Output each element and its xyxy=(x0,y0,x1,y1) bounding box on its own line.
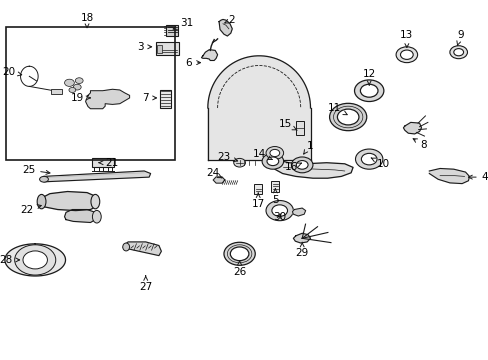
Bar xyxy=(6,27,174,160)
Circle shape xyxy=(265,147,283,159)
Polygon shape xyxy=(40,171,150,182)
Circle shape xyxy=(355,149,382,169)
Text: 30: 30 xyxy=(272,212,285,222)
Bar xyxy=(51,89,62,94)
Circle shape xyxy=(266,157,278,166)
Circle shape xyxy=(64,79,74,86)
Circle shape xyxy=(291,157,312,173)
Ellipse shape xyxy=(37,194,46,209)
Circle shape xyxy=(265,201,293,221)
Circle shape xyxy=(15,245,56,275)
Text: 8: 8 xyxy=(412,139,427,150)
Circle shape xyxy=(269,149,279,157)
Text: 29: 29 xyxy=(295,242,308,258)
Polygon shape xyxy=(293,233,310,243)
Ellipse shape xyxy=(91,194,100,209)
Polygon shape xyxy=(85,89,129,109)
Text: 6: 6 xyxy=(185,58,200,68)
Polygon shape xyxy=(292,208,305,216)
Polygon shape xyxy=(64,210,97,222)
Polygon shape xyxy=(213,177,224,183)
Circle shape xyxy=(400,50,412,59)
Text: 31: 31 xyxy=(173,18,193,30)
Text: 11: 11 xyxy=(327,103,346,115)
Circle shape xyxy=(395,47,417,63)
Text: 3: 3 xyxy=(137,42,151,52)
Polygon shape xyxy=(207,56,310,160)
Circle shape xyxy=(329,103,366,131)
Ellipse shape xyxy=(40,176,48,182)
Bar xyxy=(92,158,114,167)
Ellipse shape xyxy=(92,210,101,223)
Circle shape xyxy=(233,158,245,167)
Circle shape xyxy=(262,153,283,169)
Text: 13: 13 xyxy=(399,30,413,48)
Text: 20: 20 xyxy=(2,67,21,77)
Text: 25: 25 xyxy=(22,165,50,175)
Text: 5: 5 xyxy=(271,189,278,205)
Circle shape xyxy=(360,84,377,97)
Bar xyxy=(155,42,179,55)
Circle shape xyxy=(296,161,307,169)
Text: 2: 2 xyxy=(224,15,234,25)
Polygon shape xyxy=(201,50,217,60)
Circle shape xyxy=(69,87,76,93)
Text: 1: 1 xyxy=(303,141,312,154)
Circle shape xyxy=(230,247,248,261)
Polygon shape xyxy=(123,242,161,256)
Circle shape xyxy=(271,205,287,216)
Bar xyxy=(157,45,162,53)
Polygon shape xyxy=(5,244,65,276)
Bar xyxy=(166,25,178,36)
Text: 19: 19 xyxy=(71,93,90,103)
Text: 9: 9 xyxy=(456,30,463,46)
Text: 4: 4 xyxy=(468,172,488,182)
Text: 7: 7 xyxy=(142,93,156,103)
Text: 24: 24 xyxy=(205,168,222,178)
Polygon shape xyxy=(428,168,468,184)
Circle shape xyxy=(73,84,81,90)
Text: 15: 15 xyxy=(278,119,297,130)
Circle shape xyxy=(453,49,463,56)
Text: 12: 12 xyxy=(362,69,375,85)
Text: 26: 26 xyxy=(232,261,246,277)
Circle shape xyxy=(337,109,358,125)
Circle shape xyxy=(361,153,376,165)
Circle shape xyxy=(75,78,83,84)
Bar xyxy=(271,181,279,192)
Polygon shape xyxy=(272,160,352,178)
Bar xyxy=(296,121,303,135)
Polygon shape xyxy=(39,192,97,211)
Text: 22: 22 xyxy=(20,204,41,215)
Bar xyxy=(160,90,171,108)
Text: 27: 27 xyxy=(139,276,152,292)
Circle shape xyxy=(224,242,255,265)
Text: 16: 16 xyxy=(285,162,301,172)
Text: 21: 21 xyxy=(99,158,118,168)
Circle shape xyxy=(354,80,383,102)
Circle shape xyxy=(23,251,47,269)
Text: 18: 18 xyxy=(80,13,94,28)
Text: 17: 17 xyxy=(251,193,264,209)
Text: 10: 10 xyxy=(370,158,389,169)
Text: 14: 14 xyxy=(253,149,271,159)
Ellipse shape xyxy=(122,243,129,251)
Bar xyxy=(254,184,262,194)
Circle shape xyxy=(449,46,467,59)
Polygon shape xyxy=(403,122,421,134)
Text: 28: 28 xyxy=(0,255,20,265)
Text: 23: 23 xyxy=(217,152,237,162)
Polygon shape xyxy=(219,19,232,36)
